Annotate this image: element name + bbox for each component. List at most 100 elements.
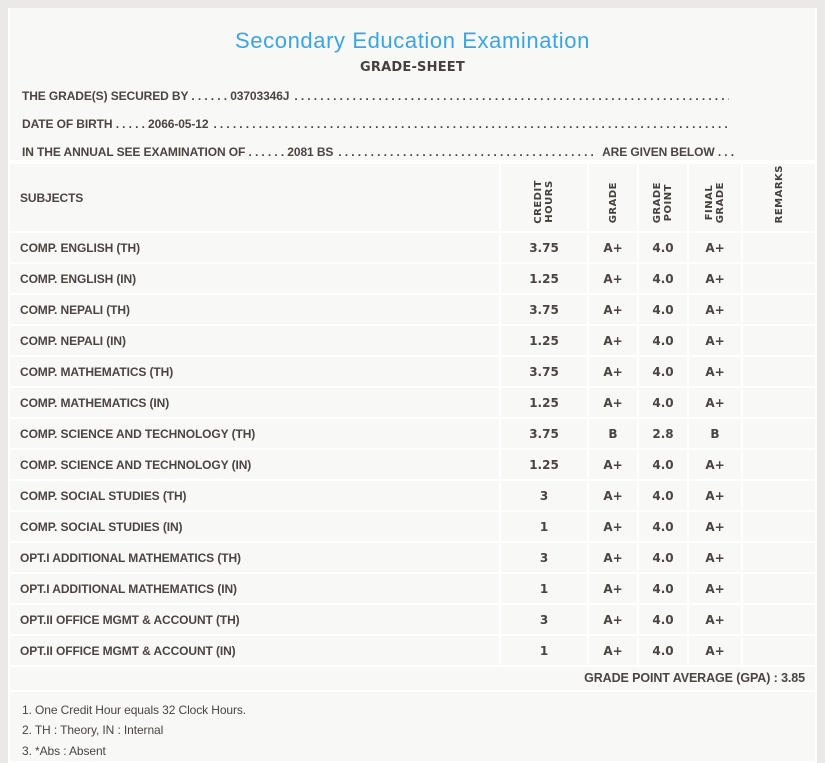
grade-point-cell: 4.0 xyxy=(637,448,689,482)
grade-sheet-card: Secondary Education Examination GRADE-SH… xyxy=(8,8,817,763)
col-header-grade-point: GRADE POINT xyxy=(637,161,689,234)
dot-filler: . . . . . . . . . . . . . . . . . . . . … xyxy=(338,145,597,159)
final-grade-cell: A+ xyxy=(687,262,743,296)
final-grade-cell: A+ xyxy=(687,293,743,327)
col-header-grade: GRADE xyxy=(587,161,639,234)
col-header-subjects: SUBJECTS xyxy=(8,161,501,234)
col-header-final-grade-label: FINAL GRADE xyxy=(704,182,726,224)
remarks-cell xyxy=(741,386,817,420)
grade-cell: A+ xyxy=(587,262,639,296)
remarks-cell xyxy=(741,603,817,637)
grade-cell: A+ xyxy=(587,386,639,420)
info-line-date-of-birth: DATE OF BIRTH . . . . . 2066-05-12 . . .… xyxy=(16,116,734,132)
grade-point-cell: 4.0 xyxy=(637,603,689,637)
grade-point-cell: 4.0 xyxy=(637,262,689,296)
page-title: Secondary Education Examination xyxy=(235,28,590,53)
final-grade-cell: A+ xyxy=(687,479,743,513)
credit-hours-cell: 1 xyxy=(499,510,589,544)
grade-cell: A+ xyxy=(587,324,639,358)
subject-cell: COMP. SOCIAL STUDIES (IN) xyxy=(8,510,501,544)
credit-hours-cell: 3.75 xyxy=(499,293,589,327)
grade-cell: A+ xyxy=(587,634,639,668)
grade-cell: A+ xyxy=(587,293,639,327)
table-row: COMP. ENGLISH (IN) 1.25 A+ 4.0 A+ xyxy=(8,262,817,296)
remarks-cell xyxy=(741,572,817,606)
dot-filler: . . . . . . . . . . . . . . . . . . . . … xyxy=(213,117,729,131)
note-item: 3. *Abs : Absent xyxy=(22,743,106,758)
notes-section: 1. One Credit Hour equals 32 Clock Hours… xyxy=(8,691,817,763)
remarks-cell xyxy=(741,510,817,544)
final-grade-cell: A+ xyxy=(687,448,743,482)
grade-cell: A+ xyxy=(587,572,639,606)
credit-hours-cell: 3 xyxy=(499,479,589,513)
remarks-cell xyxy=(741,417,817,451)
col-header-credit-hours: CREDIT HOURS xyxy=(499,161,589,234)
grade-point-cell: 4.0 xyxy=(637,634,689,668)
final-grade-cell: A+ xyxy=(687,510,743,544)
table-row: COMP. NEPALI (TH) 3.75 A+ 4.0 A+ xyxy=(8,293,817,327)
subject-cell: OPT.I ADDITIONAL MATHEMATICS (TH) xyxy=(8,541,501,575)
remarks-cell xyxy=(741,448,817,482)
remarks-cell xyxy=(741,231,817,265)
grade-cell: A+ xyxy=(587,355,639,389)
subject-cell: COMP. SCIENCE AND TECHNOLOGY (IN) xyxy=(8,448,501,482)
credit-hours-cell: 1.25 xyxy=(499,262,589,296)
grade-cell: A+ xyxy=(587,541,639,575)
col-header-remarks: REMARKS xyxy=(741,161,817,234)
remarks-cell xyxy=(741,324,817,358)
dot-filler: . . . . . . . . . . . . . . . . . . . . … xyxy=(294,89,729,103)
note-item: 1. One Credit Hour equals 32 Clock Hours… xyxy=(22,702,247,717)
table-row: COMP. NEPALI (IN) 1.25 A+ 4.0 A+ xyxy=(8,324,817,358)
grade-point-cell: 4.0 xyxy=(637,479,689,513)
table-row: COMP. MATHEMATICS (TH) 3.75 A+ 4.0 A+ xyxy=(8,355,817,389)
subject-cell: COMP. ENGLISH (TH) xyxy=(8,231,501,265)
info-line-text: THE GRADE(S) SECURED BY . . . . . . 0370… xyxy=(22,89,290,103)
table-row: OPT.I ADDITIONAL MATHEMATICS (TH) 3 A+ 4.0 A… xyxy=(8,541,817,575)
final-grade-cell: A+ xyxy=(687,386,743,420)
credit-hours-cell: 1 xyxy=(499,572,589,606)
final-grade-cell: A+ xyxy=(687,541,743,575)
subject-cell: OPT.I ADDITIONAL MATHEMATICS (IN) xyxy=(8,572,501,606)
header-row: SUBJECTS CREDIT HOURS GRADE GRADE POINT … xyxy=(8,161,817,234)
table-row: OPT.I ADDITIONAL MATHEMATICS (IN) 1 A+ 4.0 A… xyxy=(8,572,817,606)
credit-hours-cell: 1 xyxy=(499,634,589,668)
table-row: COMP. ENGLISH (TH) 3.75 A+ 4.0 A+ xyxy=(8,231,817,265)
grade-cell: A+ xyxy=(587,479,639,513)
table-row: COMP. SOCIAL STUDIES (IN) 1 A+ 4.0 A+ xyxy=(8,510,817,544)
subject-cell: COMP. NEPALI (IN) xyxy=(8,324,501,358)
gpa-label: GRADE POINT AVERAGE (GPA) : 3.85 xyxy=(584,671,805,686)
final-grade-cell: A+ xyxy=(687,355,743,389)
credit-hours-cell: 3.75 xyxy=(499,355,589,389)
grade-table: SUBJECTS CREDIT HOURS GRADE GRADE POINT … xyxy=(8,161,817,668)
table-row: OPT.II OFFICE MGMT & ACCOUNT (IN) 1 A+ 4.0 A… xyxy=(8,634,817,668)
gpa-row: GRADE POINT AVERAGE (GPA) : 3.85 xyxy=(8,667,817,692)
credit-hours-cell: 3.75 xyxy=(499,231,589,265)
credit-hours-cell: 1.25 xyxy=(499,386,589,420)
info-line-suffix: ARE GIVEN BELOW . . . xyxy=(602,145,734,159)
credit-hours-cell: 3 xyxy=(499,541,589,575)
credit-hours-cell: 1.25 xyxy=(499,448,589,482)
subject-cell: COMP. NEPALI (TH) xyxy=(8,293,501,327)
final-grade-cell: A+ xyxy=(687,324,743,358)
col-header-final-grade: FINAL GRADE xyxy=(687,161,743,234)
subject-cell: COMP. ENGLISH (IN) xyxy=(8,262,501,296)
info-line-examination-year: IN THE ANNUAL SEE EXAMINATION OF . . . .… xyxy=(16,144,734,160)
grade-cell: A+ xyxy=(587,510,639,544)
remarks-cell xyxy=(741,355,817,389)
remarks-cell xyxy=(741,541,817,575)
grade-cell: B xyxy=(587,417,639,451)
table-row: COMP. MATHEMATICS (IN) 1.25 A+ 4.0 A+ xyxy=(8,386,817,420)
table-row: OPT.II OFFICE MGMT & ACCOUNT (TH) 3 A+ 4.0 A… xyxy=(8,603,817,637)
credit-hours-cell: 3 xyxy=(499,603,589,637)
grade-point-cell: 4.0 xyxy=(637,510,689,544)
grade-point-cell: 4.0 xyxy=(637,324,689,358)
grade-point-cell: 4.0 xyxy=(637,572,689,606)
grade-point-cell: 2.8 xyxy=(637,417,689,451)
subject-cell: COMP. MATHEMATICS (TH) xyxy=(8,355,501,389)
grade-point-cell: 4.0 xyxy=(637,355,689,389)
col-header-grade-point-label: GRADE POINT xyxy=(652,182,674,224)
grade-point-cell: 4.0 xyxy=(637,386,689,420)
info-line-text: IN THE ANNUAL SEE EXAMINATION OF . . . .… xyxy=(22,145,334,159)
col-header-grade-label: GRADE xyxy=(607,182,619,224)
remarks-cell xyxy=(741,293,817,327)
